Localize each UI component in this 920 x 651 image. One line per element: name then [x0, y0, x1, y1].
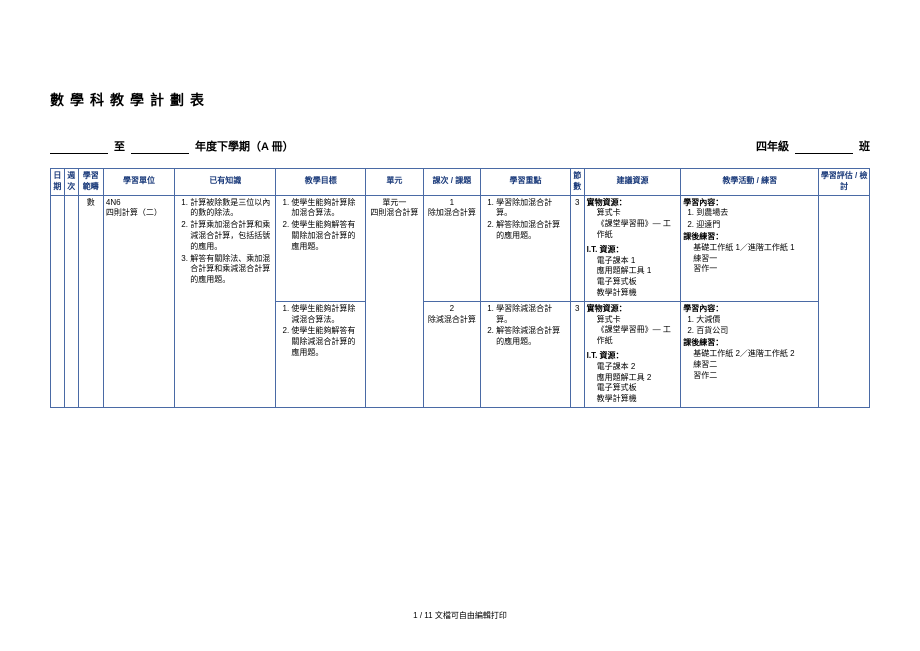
prior-item: 解答有關除法、乘加混合計算和乘減混合計算的應用題。	[190, 254, 273, 286]
col-scope: 學習範疇	[78, 169, 103, 196]
act-practice-item: 基礎工作紙 2／進階工作紙 2	[693, 349, 816, 360]
act-practice-item: 練習一	[693, 254, 816, 265]
topic-num: 1	[426, 198, 479, 209]
topic-name: 除加混合計算	[426, 208, 479, 219]
header-to: 至	[114, 138, 125, 154]
res-item: 應用題解工具 2	[597, 373, 679, 384]
module-line1: 單元一	[368, 198, 421, 209]
focus-item: 學習除加混合計算。	[496, 198, 568, 220]
plan-table: 日期 週次 學習範疇 學習單位 已有知識 教學目標 單元 課次 / 課題 學習重…	[50, 168, 870, 408]
cell-module: 單元一 四則混合計算	[366, 195, 424, 407]
cell-evaluation	[819, 195, 870, 407]
res-item: 算式卡	[597, 208, 679, 219]
act-practice-item: 基礎工作紙 1／進階工作紙 1	[693, 243, 816, 254]
res-item: 《課堂學習冊》— 工作紙	[597, 325, 679, 347]
act-practice-item: 習作二	[693, 371, 816, 382]
header-semester: 年度下學期（A 冊）	[195, 138, 294, 154]
cell-topic: 1 除加混合計算	[423, 195, 481, 301]
focus-item: 解答除加混合計算的應用題。	[496, 220, 568, 242]
cell-objective: 使學生能夠計算除加混合算法。 使學生能夠解答有關除加混合計算的應用題。	[276, 195, 366, 301]
col-week: 週次	[64, 169, 78, 196]
focus-item: 解答除減混合計算的應用題。	[496, 326, 568, 348]
blank-class[interactable]	[795, 141, 853, 154]
act-practice-label: 課後練習：	[683, 232, 816, 243]
cell-activities: 學習內容： 到農場去 迎遠門 課後練習： 基礎工作紙 1／進階工作紙 1 練習一…	[681, 195, 819, 301]
res-it-label: I.T. 資源：	[587, 351, 679, 362]
col-module: 單元	[366, 169, 424, 196]
table-header-row: 日期 週次 學習範疇 學習單位 已有知識 教學目標 單元 課次 / 課題 學習重…	[51, 169, 870, 196]
col-unit: 學習單位	[103, 169, 174, 196]
res-phys-label: 實物資源：	[587, 198, 679, 209]
res-item: 電子算式板	[597, 277, 679, 288]
cell-unit: 4N6 四則計算（二）	[103, 195, 174, 407]
act-practice-item: 習作一	[693, 264, 816, 275]
header-line: 至 年度下學期（A 冊） 四年級 班	[50, 138, 870, 154]
prior-item: 計算乘加混合計算和乘減混合計算，包括括號的應用。	[190, 220, 273, 252]
act-content-item: 迎遠門	[696, 220, 816, 231]
objective-item: 使學生能夠計算除減混合算法。	[291, 304, 363, 326]
cell-activities: 學習內容： 大減價 百貨公司 課後練習： 基礎工作紙 2／進階工作紙 2 練習二…	[681, 301, 819, 407]
cell-prior: 計算被除數是三位以內的數的除法。 計算乘加混合計算和乘減混合計算，包括括號的應用…	[175, 195, 276, 407]
cell-date	[51, 195, 65, 407]
res-item: 電子算式板	[597, 383, 679, 394]
res-item: 應用題解工具 1	[597, 266, 679, 277]
res-item: 《課堂學習冊》— 工作紙	[597, 219, 679, 241]
col-periods: 節數	[570, 169, 584, 196]
cell-periods: 3	[570, 195, 584, 301]
res-phys-label: 實物資源：	[587, 304, 679, 315]
objective-item: 使學生能夠解答有關除減混合計算的應用題。	[291, 326, 363, 358]
col-topic: 課次 / 課題	[423, 169, 481, 196]
cell-week	[64, 195, 78, 407]
act-practice-label: 課後練習：	[683, 338, 816, 349]
cell-focus: 學習除加混合計算。 解答除加混合計算的應用題。	[481, 195, 571, 301]
res-it-label: I.T. 資源：	[587, 245, 679, 256]
act-content-label: 學習內容：	[683, 198, 816, 209]
blank-year-end[interactable]	[131, 141, 189, 154]
topic-name: 除減混合計算	[426, 315, 479, 326]
col-activities: 教學活動 / 練習	[681, 169, 819, 196]
cell-resources: 實物資源： 算式卡 《課堂學習冊》— 工作紙 I.T. 資源： 電子課本 1 應…	[584, 195, 681, 301]
col-date: 日期	[51, 169, 65, 196]
act-practice-item: 練習二	[693, 360, 816, 371]
unit-name: 四則計算（二）	[106, 208, 172, 219]
col-focus: 學習重點	[481, 169, 571, 196]
cell-periods: 3	[570, 301, 584, 407]
cell-objective: 使學生能夠計算除減混合算法。 使學生能夠解答有關除減混合計算的應用題。	[276, 301, 366, 407]
res-item: 算式卡	[597, 315, 679, 326]
act-content-item: 到農場去	[696, 208, 816, 219]
prior-item: 計算被除數是三位以內的數的除法。	[190, 198, 273, 220]
unit-code: 4N6	[106, 198, 172, 209]
objective-item: 使學生能夠解答有關除加混合計算的應用題。	[291, 220, 363, 252]
header-grade: 四年級	[756, 138, 789, 154]
header-class-suffix: 班	[859, 138, 870, 154]
col-prior: 已有知識	[175, 169, 276, 196]
col-objective: 教學目標	[276, 169, 366, 196]
blank-year-start[interactable]	[50, 141, 108, 154]
objective-item: 使學生能夠計算除加混合算法。	[291, 198, 363, 220]
cell-resources: 實物資源： 算式卡 《課堂學習冊》— 工作紙 I.T. 資源： 電子課本 2 應…	[584, 301, 681, 407]
topic-num: 2	[426, 304, 479, 315]
page-title: 數學科教學計劃表	[50, 90, 870, 110]
page: 數學科教學計劃表 至 年度下學期（A 冊） 四年級 班 日期 週次 學習範疇 學…	[0, 0, 920, 651]
res-item: 電子課本 1	[597, 256, 679, 267]
cell-topic: 2 除減混合計算	[423, 301, 481, 407]
col-resources: 建議資源	[584, 169, 681, 196]
page-footer: 1 / 11 文檔可自由編輯打印	[0, 610, 920, 621]
table-row: 數 4N6 四則計算（二） 計算被除數是三位以內的數的除法。 計算乘加混合計算和…	[51, 195, 870, 301]
act-content-item: 大減價	[696, 315, 816, 326]
cell-focus: 學習除減混合計算。 解答除減混合計算的應用題。	[481, 301, 571, 407]
act-content-label: 學習內容：	[683, 304, 816, 315]
col-evaluation: 學習評估 / 檢討	[819, 169, 870, 196]
res-item: 教學計算機	[597, 288, 679, 299]
res-item: 教學計算機	[597, 394, 679, 405]
res-item: 電子課本 2	[597, 362, 679, 373]
act-content-item: 百貨公司	[696, 326, 816, 337]
module-line2: 四則混合計算	[368, 208, 421, 219]
focus-item: 學習除減混合計算。	[496, 304, 568, 326]
cell-scope: 數	[78, 195, 103, 407]
